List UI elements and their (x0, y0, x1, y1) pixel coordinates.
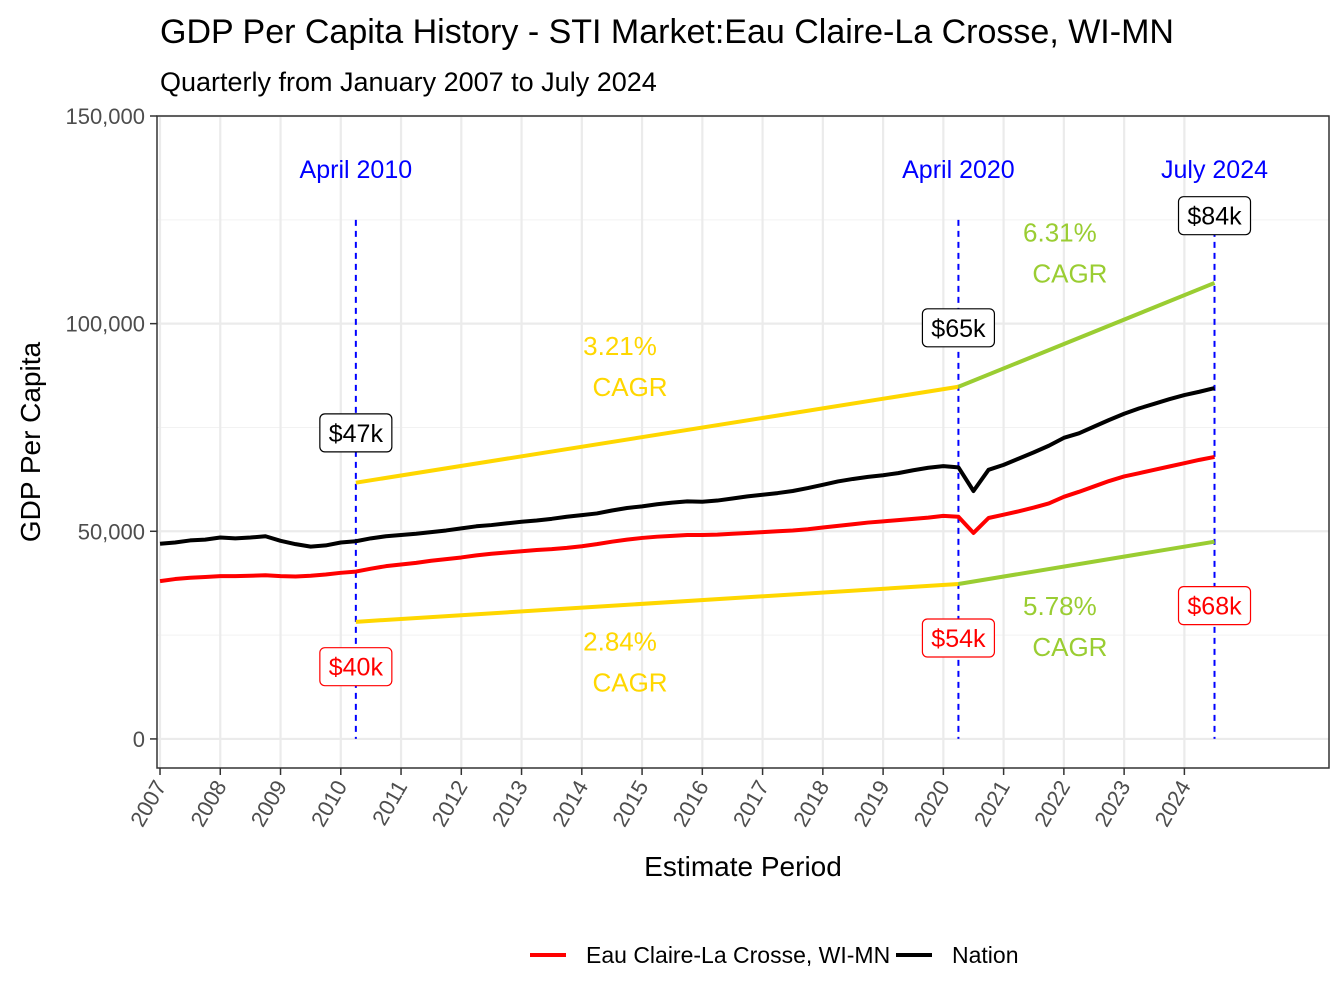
value-label: $40k (329, 654, 384, 682)
x-tick-label: 2011 (367, 776, 412, 829)
data-series (159, 386, 1215, 584)
cagr-trend-line (958, 539, 1215, 587)
value-label-box (1177, 196, 1252, 236)
cagr-percent-label: 2.84% (583, 626, 657, 656)
x-tick-label: 2010 (306, 776, 352, 831)
x-tick-label: 2013 (487, 776, 533, 831)
x-tick-label: 2008 (185, 776, 231, 831)
y-tick-label: 100,000 (65, 312, 145, 337)
event-label: April 2010 (300, 156, 413, 184)
cagr-percent-label: 5.78% (1023, 591, 1097, 621)
x-tick-label: 2012 (427, 776, 473, 831)
cagr-text-label: CAGR (1032, 258, 1107, 288)
y-tick-label: 0 (133, 727, 145, 752)
legend-label: Nation (952, 942, 1018, 968)
cagr-text-label: CAGR (1032, 632, 1107, 662)
cagr-percent-label: 3.21% (583, 331, 657, 361)
value-label: $54k (931, 625, 986, 653)
series-line (159, 454, 1215, 584)
value-label: $65k (931, 315, 986, 343)
x-tick-label: 2017 (728, 776, 774, 831)
x-tick-label: 2018 (788, 776, 834, 831)
x-tick-label: 2021 (969, 776, 1015, 831)
cagr-trend-lines (355, 281, 1216, 624)
x-tick-label: 2019 (848, 776, 894, 831)
chart-title: GDP Per Capita History - STI Market:Eau … (160, 13, 1174, 51)
x-tick-label: 2023 (1089, 776, 1135, 831)
x-tick-label: 2020 (909, 776, 955, 831)
cagr-trend-line (355, 384, 959, 485)
x-tick-label: 2022 (1029, 776, 1075, 831)
value-label-box (319, 647, 393, 687)
y-tick-label: 150,000 (65, 104, 145, 129)
event-markers: April 2010 April 2020 July 2024 (300, 156, 1268, 739)
x-tick-label: 2015 (607, 776, 653, 831)
x-axis-title: Estimate Period (644, 851, 842, 882)
x-axis: 2007 2008 2009 2010 2011 2012 2013 2014 2015 2016… (125, 768, 1196, 831)
y-tick-label: 50,000 (78, 519, 145, 544)
plot-border (156, 115, 1330, 769)
value-label-box (319, 413, 393, 453)
legend-label: Eau Claire-La Crosse, WI-MN (586, 942, 890, 968)
event-label: April 2020 (902, 156, 1015, 184)
cagr-text-label: CAGR (592, 667, 667, 697)
value-label: $68k (1187, 593, 1242, 621)
x-tick-label: 2024 (1150, 776, 1196, 831)
annotations: 3.21% CAGR 6.31% CAGR 2.84% CAGR 5.78% CAGR $47k… (319, 196, 1252, 697)
chart-subtitle: Quarterly from January 2007 to July 2024 (160, 67, 657, 97)
x-tick-label: 2016 (668, 776, 714, 831)
event-label: July 2024 (1161, 156, 1268, 184)
plot-area: April 2010 April 2020 July 2024 3.21% CAGR 6… (156, 114, 1330, 769)
cagr-trend-line (355, 582, 959, 624)
x-tick-label: 2007 (125, 776, 171, 831)
value-label: $84k (1187, 203, 1242, 231)
value-label-box (1177, 586, 1252, 626)
x-tick-label: 2014 (547, 776, 593, 831)
value-label-box (921, 308, 996, 348)
cagr-percent-label: 6.31% (1023, 217, 1097, 247)
cagr-text-label: CAGR (592, 372, 667, 402)
legend: Eau Claire-La Crosse, WI-MN Nation (530, 942, 1018, 968)
x-tick-label: 2009 (246, 776, 292, 831)
value-label-box (921, 618, 996, 658)
y-axis: 0 50,000 100,000 150,000 (65, 104, 157, 752)
cagr-trend-line (957, 281, 1216, 389)
series-line (159, 386, 1215, 549)
value-label: $47k (329, 420, 384, 448)
y-axis-title: GDP Per Capita (15, 341, 46, 542)
